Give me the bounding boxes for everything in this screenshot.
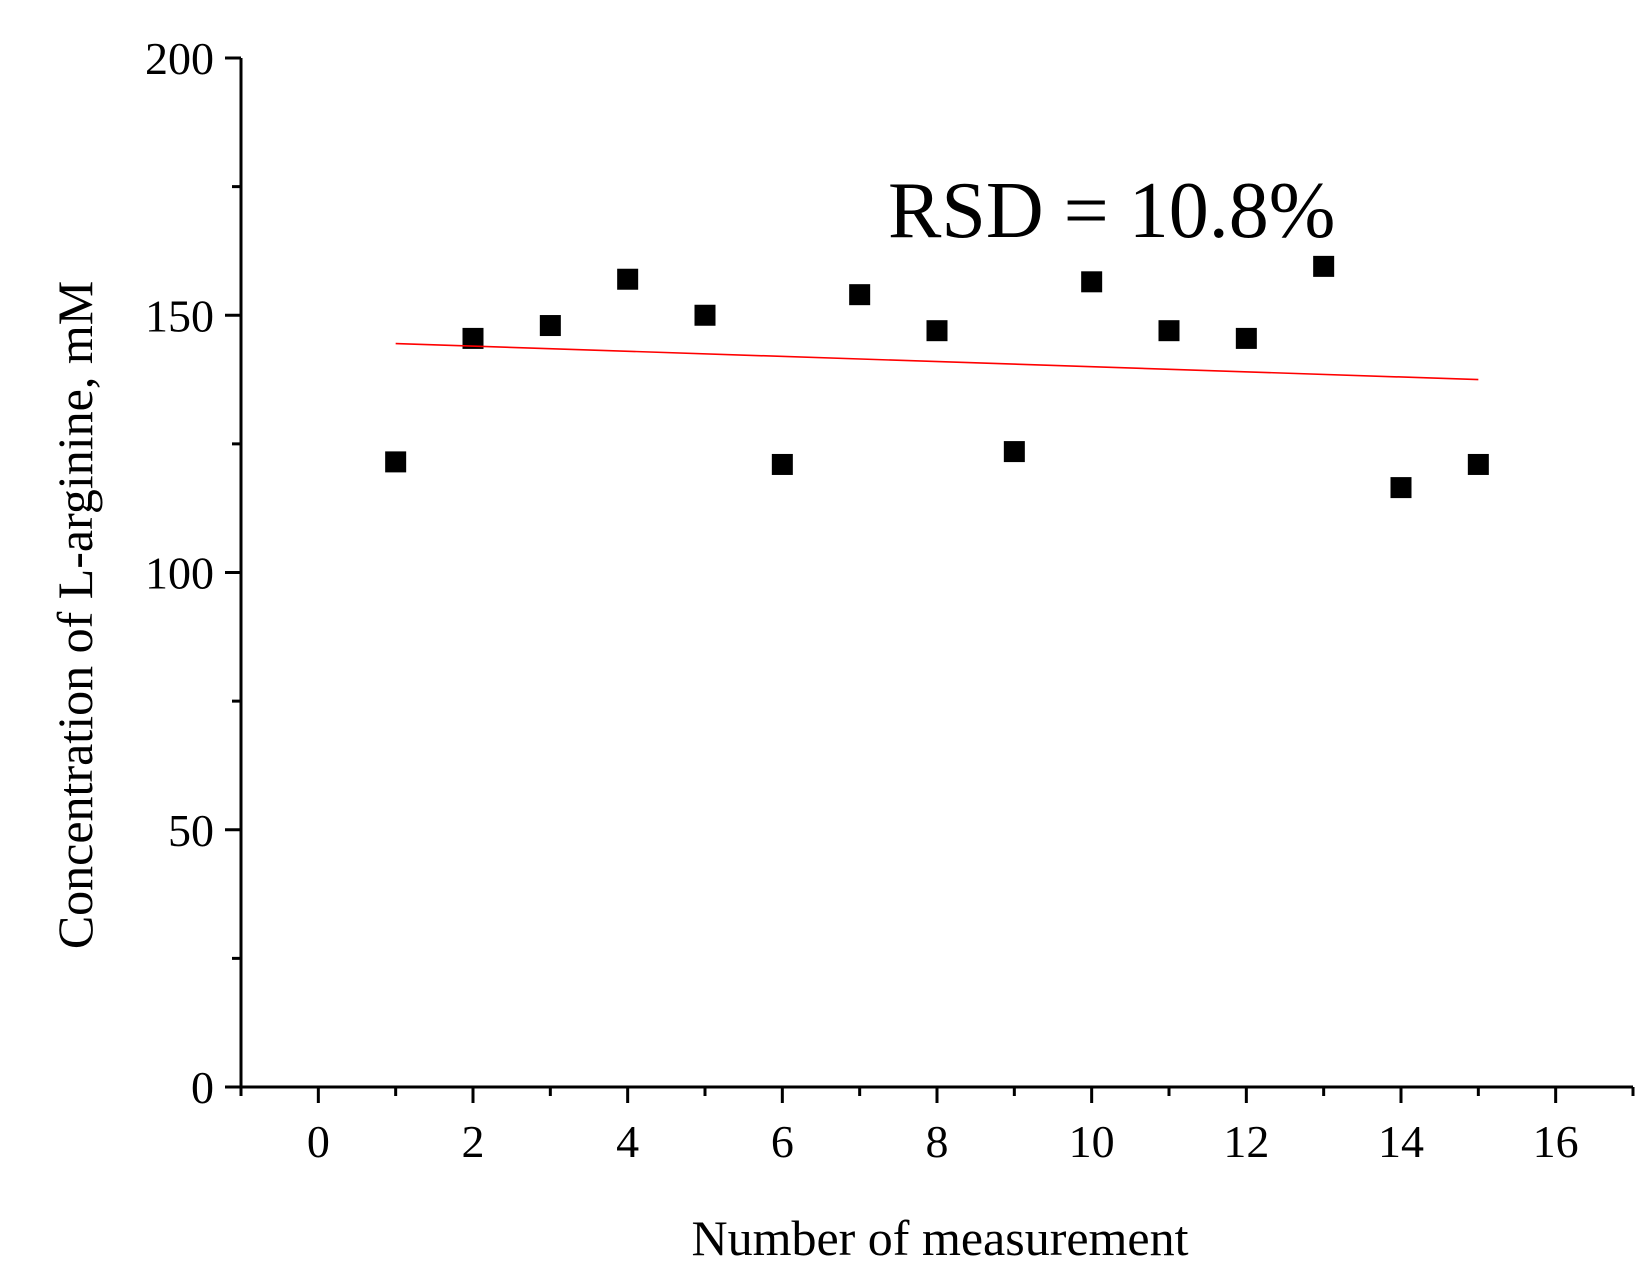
- x-tick-label: 6: [771, 1116, 794, 1167]
- x-axis-title: Number of measurement: [691, 1210, 1188, 1266]
- y-axis-ticks: 0 50 100 150 200: [145, 33, 241, 1113]
- data-point: [539, 315, 561, 337]
- data-point: [1313, 255, 1335, 277]
- y-tick-label: 200: [145, 33, 214, 84]
- data-point: [1003, 441, 1025, 463]
- data-point: [385, 451, 407, 473]
- data-point: [926, 320, 948, 342]
- data-point: [1158, 320, 1180, 342]
- x-tick-label: 16: [1533, 1116, 1579, 1167]
- plot-area: [385, 255, 1489, 499]
- x-tick-label: 4: [616, 1116, 639, 1167]
- y-tick-label: 0: [191, 1062, 214, 1113]
- data-point: [617, 268, 639, 290]
- x-tick-label: 10: [1069, 1116, 1115, 1167]
- y-tick-label: 100: [145, 548, 214, 599]
- data-point: [694, 304, 716, 326]
- x-tick-label: 8: [926, 1116, 949, 1167]
- data-point: [1235, 327, 1257, 349]
- data-point: [1467, 453, 1489, 475]
- x-tick-label: 12: [1223, 1116, 1269, 1167]
- y-tick-label: 150: [145, 290, 214, 341]
- data-point: [1390, 477, 1412, 499]
- x-tick-label: 14: [1378, 1116, 1424, 1167]
- x-tick-label: 2: [462, 1116, 485, 1167]
- data-point: [1081, 271, 1103, 293]
- y-axis-title: Concentration of L-arginine, mM: [47, 281, 103, 949]
- trend-line: [395, 342, 1479, 381]
- y-tick-label: 50: [168, 805, 214, 856]
- x-axis-ticks: 0 2 4 6 8 10 12 14 16: [239, 1087, 1635, 1167]
- data-point: [849, 284, 871, 306]
- data-point: [771, 453, 793, 475]
- rsd-annotation: RSD = 10.8%: [888, 167, 1335, 255]
- data-point: [462, 327, 484, 349]
- x-tick-label: 0: [307, 1116, 330, 1167]
